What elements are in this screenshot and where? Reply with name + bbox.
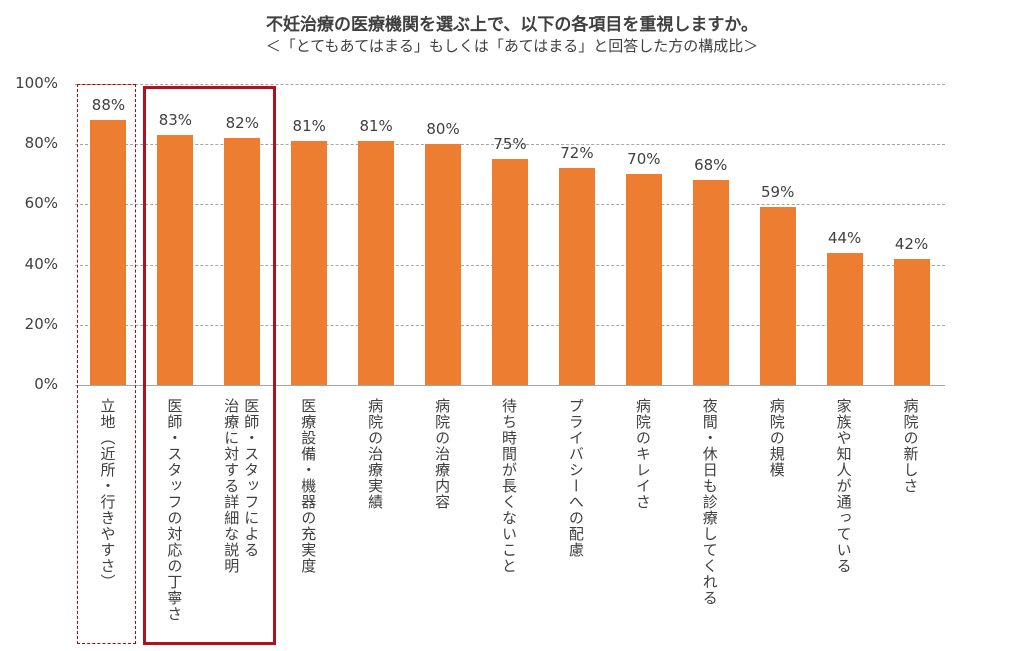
bar	[625, 174, 662, 385]
y-tick-label: 0%	[34, 375, 58, 393]
data-label: 42%	[894, 234, 929, 253]
x-tick-label: 待ち時間が長くないこと	[500, 398, 518, 574]
y-tick-label: 100%	[15, 74, 58, 92]
data-label: 81%	[359, 117, 393, 136]
bar	[425, 144, 462, 385]
bar	[157, 135, 194, 385]
data-label: 75%	[493, 135, 527, 154]
y-tick-label: 40%	[24, 254, 58, 273]
data-label: 88%	[91, 96, 126, 115]
bar	[358, 141, 395, 385]
data-label: 72%	[560, 144, 594, 163]
data-label: 44%	[827, 228, 862, 247]
gridline	[75, 84, 945, 85]
bar	[224, 138, 261, 385]
data-label: 68%	[694, 156, 728, 175]
bar	[759, 207, 796, 385]
data-label: 83%	[158, 111, 193, 130]
data-label: 80%	[426, 120, 460, 139]
x-tick-label: 医師・スタッフの対応の丁寧さ	[165, 398, 184, 622]
data-label: 81%	[292, 117, 326, 136]
chart-subtitle: ＜「とてもあてはまる」もしくは「あてはまる」と回答した方の構成比＞	[265, 37, 759, 55]
bar	[90, 120, 127, 385]
x-tick-label: 夜間・休日も診療してくれる	[700, 398, 719, 606]
gridline	[75, 144, 945, 146]
bar	[492, 159, 528, 385]
x-tick-label: 医療設備・機器の充実度	[299, 398, 318, 574]
x-tick-label: 病院の治療実績	[366, 398, 385, 510]
bar	[826, 252, 863, 385]
x-axis-line	[75, 385, 945, 386]
highlight-solid-box	[143, 86, 276, 645]
bar	[893, 258, 930, 385]
x-tick-label: 病院の治療内容	[433, 398, 452, 510]
y-tick-label: 80%	[24, 134, 58, 153]
data-label: 82%	[225, 114, 259, 133]
bar	[558, 168, 595, 385]
x-tick-label: プライバシーへの配慮	[566, 398, 585, 558]
x-tick-label: 病院のキレイさ	[633, 398, 652, 510]
data-label: 70%	[627, 150, 661, 169]
x-tick-label: 立地（近所・行きやすさ）	[98, 398, 117, 590]
y-tick-label: 20%	[24, 314, 58, 333]
x-tick-label: 病院の規模	[767, 398, 786, 478]
x-tick-label: 家族や知人が通っている	[834, 398, 853, 574]
chart-title: 不妊治療の医療機関を選ぶ上で、以下の各項目を重視しますか。	[266, 15, 758, 35]
x-tick-label: 医師・スタッフによる 治療に対する詳細な説明	[222, 398, 261, 574]
data-label: 59%	[761, 183, 795, 202]
highlight-dashed-box	[77, 84, 136, 644]
x-tick-label: 病院の新しさ	[901, 398, 920, 494]
y-tick-label: 60%	[24, 194, 58, 213]
bar	[692, 180, 729, 385]
bar	[291, 141, 328, 385]
